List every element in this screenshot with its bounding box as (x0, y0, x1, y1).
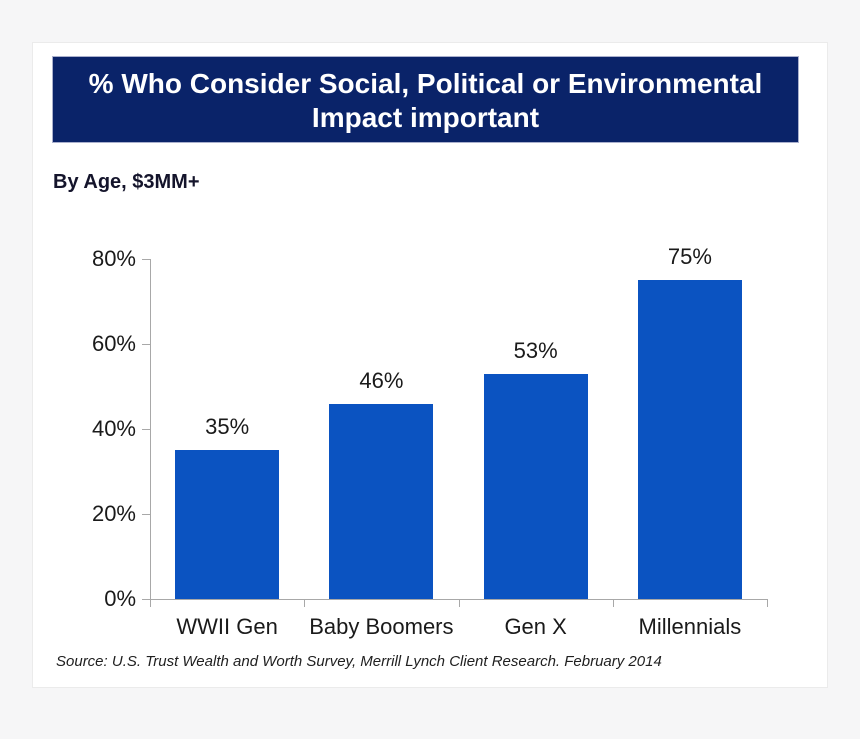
y-axis-tick (142, 514, 150, 515)
chart-card: % Who Consider Social, Political or Envi… (32, 42, 828, 688)
x-axis-tick (612, 599, 614, 607)
bar-millennials (637, 280, 742, 599)
chart-subtitle: By Age, $3MM+ (53, 171, 200, 193)
y-axis-tick (142, 344, 150, 345)
bar-value-label: 53% (513, 337, 558, 363)
x-axis-category-label: WWII Gen (176, 614, 278, 639)
y-axis-tick (142, 259, 150, 260)
bar-value-label: 75% (667, 244, 712, 270)
x-axis-category-label: Gen X (504, 614, 567, 639)
x-axis-category-label: Millennials (638, 614, 742, 639)
y-axis-tick-label: 80% (91, 246, 136, 271)
bar-value-label: 35% (205, 414, 250, 440)
y-axis-tick-label: 60% (91, 331, 136, 356)
y-axis-line (150, 259, 151, 600)
y-axis-tick (142, 429, 150, 430)
chart-title-line2: Impact important (311, 102, 540, 133)
chart-title-line1: % Who Consider Social, Political or Envi… (88, 68, 763, 99)
y-axis-tick-label: 20% (91, 501, 136, 526)
x-axis-category-label: Baby Boomers (309, 614, 454, 639)
x-axis-tick (767, 599, 768, 607)
y-axis-tick (142, 599, 150, 600)
bar-value-label: 46% (359, 367, 404, 393)
bar-chart: 0% 20% 40% 60% 80% 35% WWII Gen 46% Baby Boomers… (33, 43, 827, 687)
x-axis-tick (304, 599, 306, 607)
bar-wwii-gen (175, 450, 280, 599)
bar-baby-boomers (329, 403, 434, 599)
x-axis-tick (458, 599, 460, 607)
x-axis-tick (150, 599, 151, 607)
source-note: Source: U.S. Trust Wealth and Worth Surv… (56, 653, 662, 670)
chart-title-banner: % Who Consider Social, Political or Envi… (52, 56, 799, 143)
bar-gen-x (483, 373, 588, 599)
y-axis-tick-label: 40% (91, 416, 136, 441)
y-axis-tick-label: 0% (104, 586, 136, 611)
